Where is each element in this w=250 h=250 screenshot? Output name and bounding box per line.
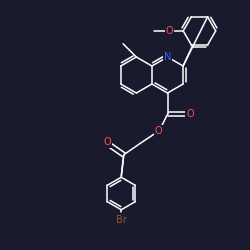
Text: O: O (186, 109, 194, 119)
Text: N: N (164, 52, 171, 62)
Text: Br: Br (116, 215, 127, 225)
Text: O: O (166, 26, 173, 36)
Text: O: O (104, 137, 111, 147)
Text: O: O (155, 126, 162, 136)
